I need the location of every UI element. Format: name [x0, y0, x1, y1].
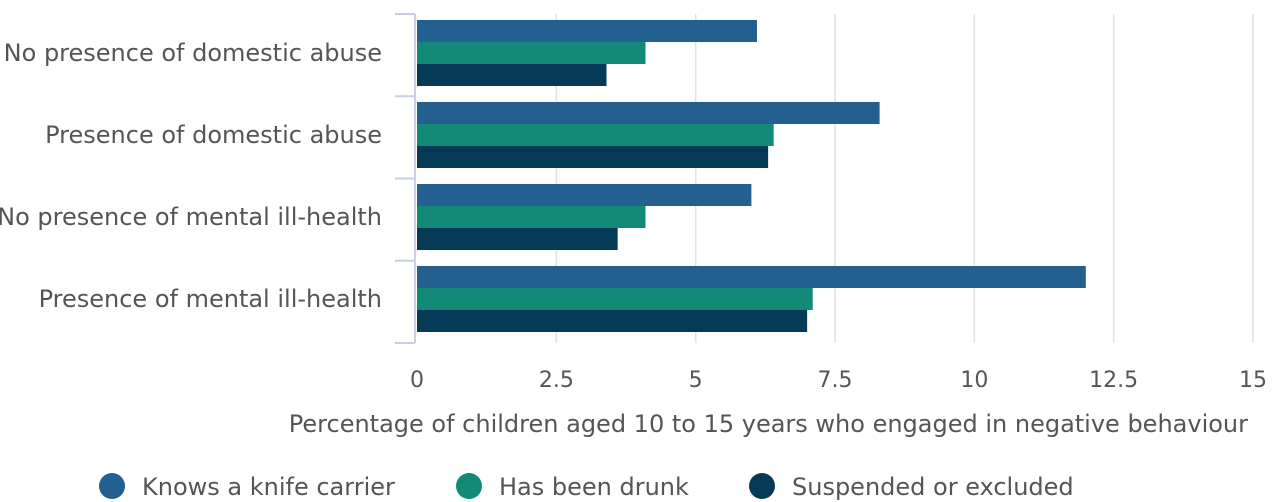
category-label-presence-of-domestic-abuse: Presence of domestic abuse [45, 121, 382, 149]
category-label-no-presence-of-domestic-abuse: No presence of domestic abuse [4, 39, 382, 67]
x-tick-label-5: 5 [689, 368, 703, 393]
bar-knows-a-knife-carrier-presence-of-mental-ill-health [417, 266, 1086, 288]
bar-suspended-or-excluded-presence-of-mental-ill-health [417, 310, 808, 332]
bar-knows-a-knife-carrier-no-presence-of-domestic-abuse [417, 20, 757, 42]
legend-label-has-been-drunk: Has been drunk [499, 473, 689, 501]
category-labels: No presence of domestic abuse Presence of… [0, 39, 382, 313]
bar-has-been-drunk-presence-of-mental-ill-health [417, 288, 813, 310]
x-tick-label-15: 15 [1239, 368, 1267, 393]
bar-knows-a-knife-carrier-no-presence-of-mental-ill-health [417, 184, 752, 206]
bar-knows-a-knife-carrier-presence-of-domestic-abuse [417, 102, 880, 124]
x-tick-label-12-5: 12.5 [1089, 368, 1138, 393]
bar-has-been-drunk-presence-of-domestic-abuse [417, 124, 774, 146]
legend-label-suspended-or-excluded: Suspended or excluded [792, 473, 1074, 501]
bar-has-been-drunk-no-presence-of-domestic-abuse [417, 42, 646, 64]
x-tick-label-2-5: 2.5 [539, 368, 574, 393]
bar-suspended-or-excluded-presence-of-domestic-abuse [417, 146, 769, 168]
x-tick-labels: 0 2.5 5 7.5 10 12.5 15 [410, 368, 1267, 393]
x-tick-label-7-5: 7.5 [818, 368, 853, 393]
legend-marker-suspended-or-excluded [749, 473, 775, 499]
bars [417, 20, 1086, 332]
x-tick-label-0: 0 [410, 368, 424, 393]
legend: Knows a knife carrier Has been drunk Suspe… [99, 473, 1074, 501]
category-label-no-presence-of-mental-ill-health: No presence of mental ill-health [0, 203, 382, 231]
legend-marker-has-been-drunk [456, 473, 482, 499]
x-tick-label-10: 10 [960, 368, 988, 393]
category-label-presence-of-mental-ill-health: Presence of mental ill-health [39, 285, 382, 313]
legend-marker-knows-a-knife-carrier [99, 473, 125, 499]
y-axis [395, 13, 416, 344]
bar-suspended-or-excluded-no-presence-of-mental-ill-health [417, 228, 618, 250]
bar-has-been-drunk-no-presence-of-mental-ill-health [417, 206, 646, 228]
x-axis-title: Percentage of children aged 10 to 15 yea… [289, 410, 1248, 438]
bar-suspended-or-excluded-no-presence-of-domestic-abuse [417, 64, 607, 86]
legend-label-knows-a-knife-carrier: Knows a knife carrier [142, 473, 395, 501]
